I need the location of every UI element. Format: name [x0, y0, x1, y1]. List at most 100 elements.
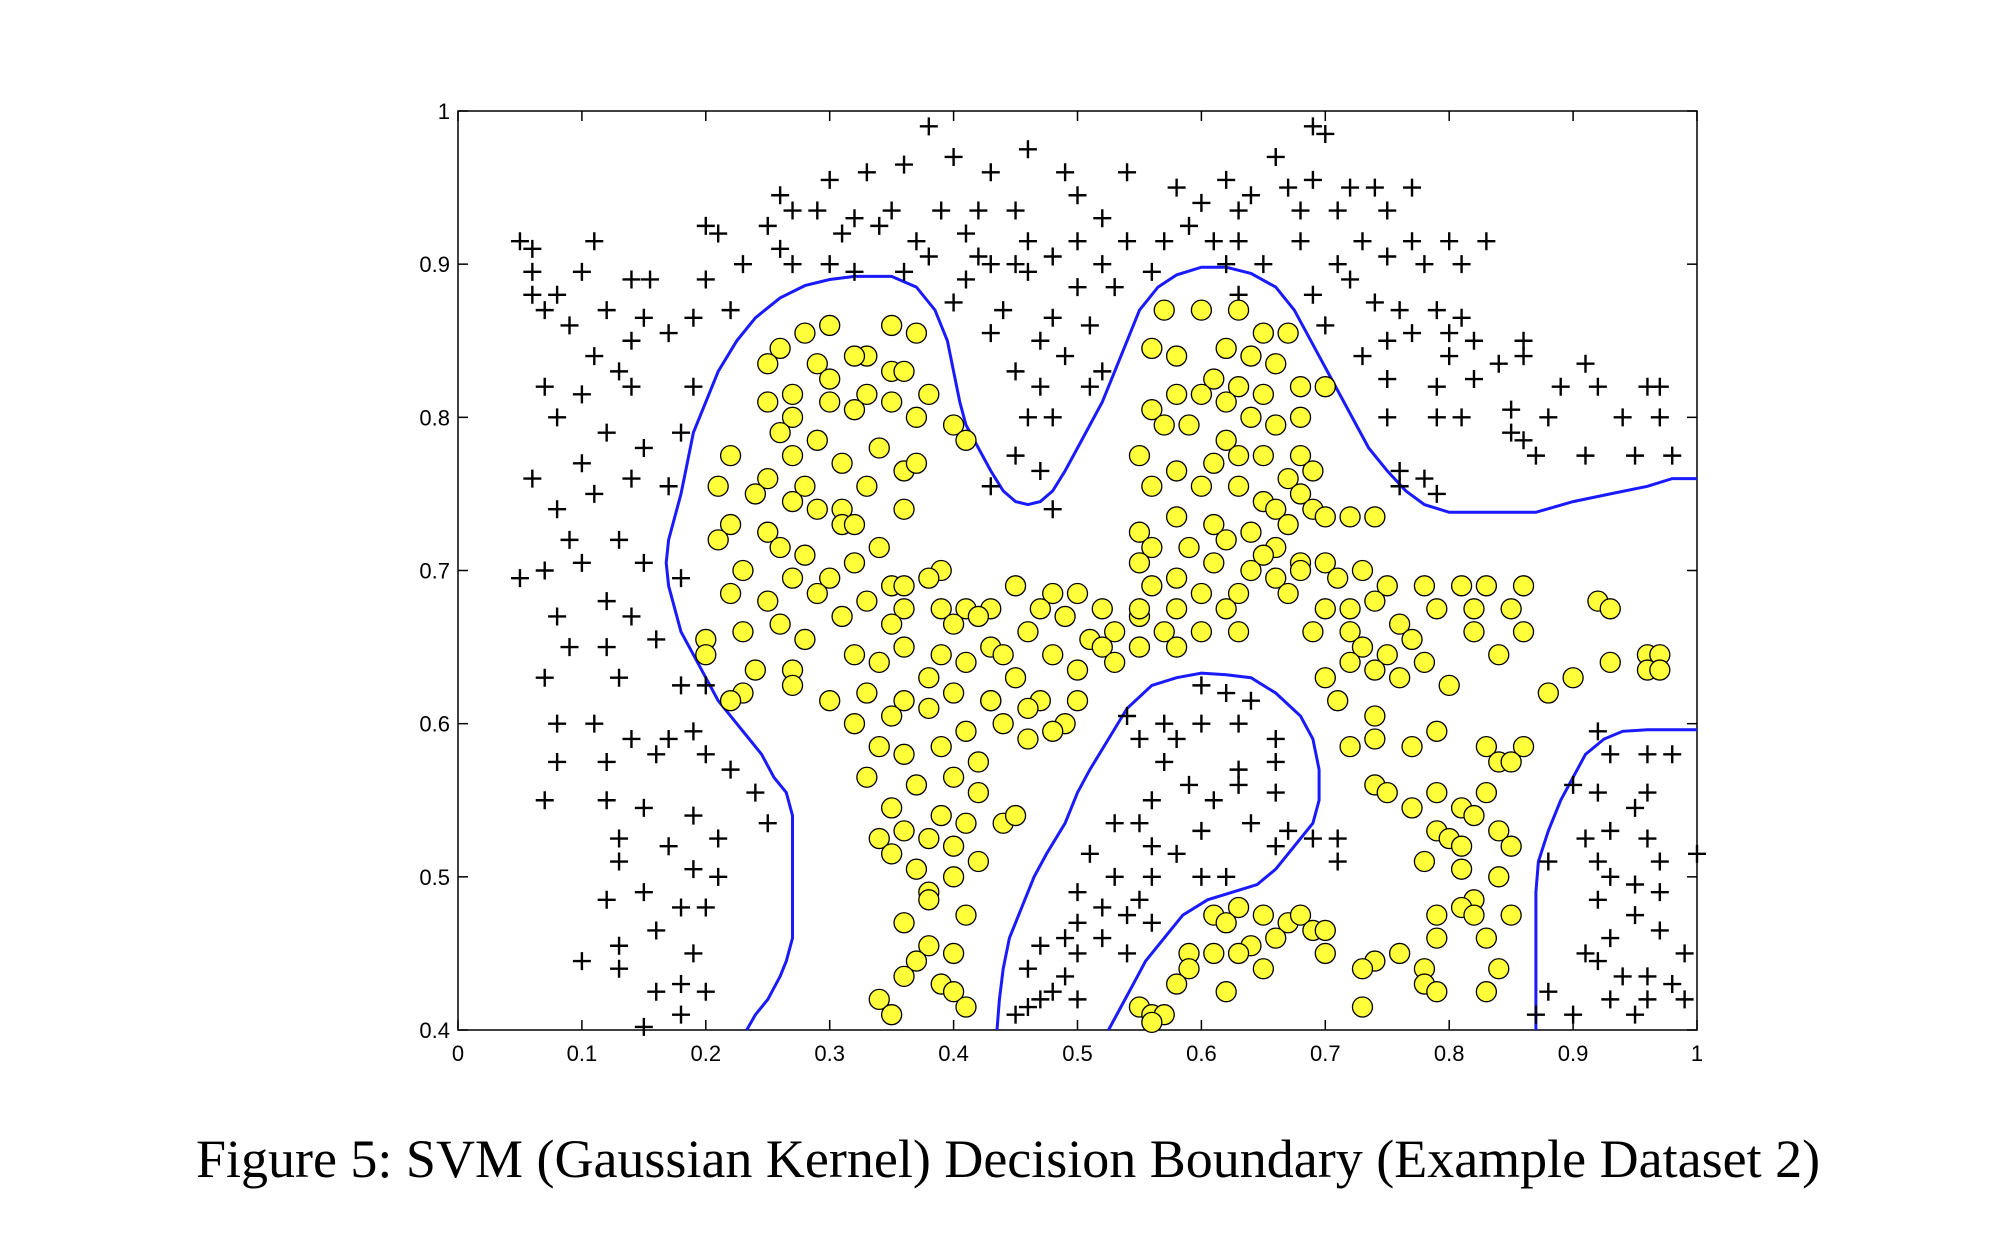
negative-point	[1141, 399, 1163, 421]
positive-point	[647, 745, 666, 764]
negative-point	[1240, 559, 1262, 582]
positive-point	[1118, 232, 1137, 251]
negative-point	[1463, 598, 1485, 620]
negative-point	[1066, 690, 1089, 712]
positive-point	[944, 293, 963, 312]
positive-point	[1303, 285, 1322, 304]
negative-point	[1364, 705, 1386, 727]
positive-point	[1006, 255, 1025, 274]
negative-point	[1178, 536, 1200, 559]
positive-point	[882, 201, 901, 220]
negative-point	[905, 322, 928, 344]
negative-point	[1450, 858, 1473, 880]
positive-point	[1142, 837, 1161, 856]
positive-point	[1452, 308, 1471, 327]
negative-point	[769, 536, 791, 559]
negative-point	[1314, 667, 1336, 689]
negative-point	[856, 766, 878, 788]
positive-point	[1514, 431, 1533, 450]
positive-point	[1650, 852, 1669, 871]
negative-point	[732, 621, 754, 643]
negative-point	[707, 529, 729, 551]
positive-point	[1440, 232, 1459, 251]
positive-point	[1155, 714, 1174, 733]
negative-point	[1017, 728, 1039, 750]
negative-point	[942, 766, 965, 788]
positive-point	[610, 959, 629, 978]
negative-point	[868, 651, 890, 674]
positive-point	[808, 201, 827, 220]
positive-point	[771, 186, 790, 205]
positive-point	[1155, 752, 1174, 771]
negative-point	[1488, 820, 1510, 842]
positive-point	[1229, 714, 1248, 733]
negative-point	[856, 590, 878, 612]
negative-point	[930, 644, 952, 666]
negative-point	[1141, 1011, 1163, 1033]
decision-boundary	[664, 265, 1697, 1031]
positive-point	[659, 324, 678, 343]
negative-point	[1413, 651, 1436, 674]
negative-point	[1215, 391, 1237, 413]
positive-point	[622, 469, 641, 488]
positive-point	[981, 477, 1000, 496]
positive-point	[585, 232, 604, 251]
positive-point	[895, 262, 914, 281]
positive-point	[1056, 967, 1075, 986]
positive-point	[696, 982, 715, 1001]
positive-point	[746, 783, 765, 802]
negative-point	[794, 475, 816, 497]
negative-point	[1017, 621, 1039, 643]
negative-point	[781, 674, 804, 697]
positive-point	[597, 752, 616, 771]
positive-point	[1192, 821, 1211, 840]
negative-point	[942, 835, 965, 857]
positive-point	[1601, 867, 1620, 886]
negative-point	[843, 552, 866, 574]
positive-point	[1031, 377, 1050, 396]
positive-point	[1328, 852, 1347, 871]
x-tick-label: 0.5	[1062, 1041, 1093, 1066]
negative-point	[1141, 536, 1163, 559]
negative-point	[1141, 575, 1163, 597]
negative-point	[1388, 942, 1411, 965]
positive-point	[1650, 921, 1669, 940]
negative-point	[1351, 958, 1374, 980]
negative-point	[1178, 414, 1200, 436]
negative-point	[781, 383, 804, 406]
positive-point	[1675, 990, 1694, 1009]
positive-point	[1093, 362, 1112, 381]
negative-point	[868, 536, 890, 559]
negative-point	[695, 644, 717, 666]
positive-point	[659, 837, 678, 856]
positive-point	[1588, 890, 1607, 909]
negative-point	[1488, 866, 1510, 888]
positive-point	[622, 729, 641, 748]
negative-point	[1128, 521, 1151, 543]
positive-point	[1241, 691, 1260, 710]
negative-point	[1376, 781, 1398, 804]
negative-point	[1314, 919, 1336, 942]
negative-point	[1128, 636, 1151, 658]
x-tick-label: 0.6	[1186, 1041, 1217, 1066]
negative-point	[1475, 927, 1498, 949]
positive-point	[1452, 408, 1471, 427]
positive-point	[1378, 408, 1397, 427]
positive-point	[820, 170, 839, 189]
negative-point	[1463, 804, 1485, 827]
positive-point	[857, 163, 876, 182]
positive-point	[981, 255, 1000, 274]
positive-point	[672, 1005, 691, 1024]
positive-point	[548, 752, 567, 771]
negative-point	[1252, 383, 1274, 406]
positive-point	[1043, 247, 1062, 266]
negative-point	[1153, 414, 1175, 436]
positive-point	[1626, 875, 1645, 894]
negative-point	[794, 628, 816, 651]
negative-point	[868, 735, 890, 758]
positive-point	[1018, 140, 1037, 159]
negative-point	[1227, 376, 1250, 398]
negative-point	[893, 690, 915, 712]
positive-point	[696, 216, 715, 235]
positive-point	[845, 209, 864, 228]
